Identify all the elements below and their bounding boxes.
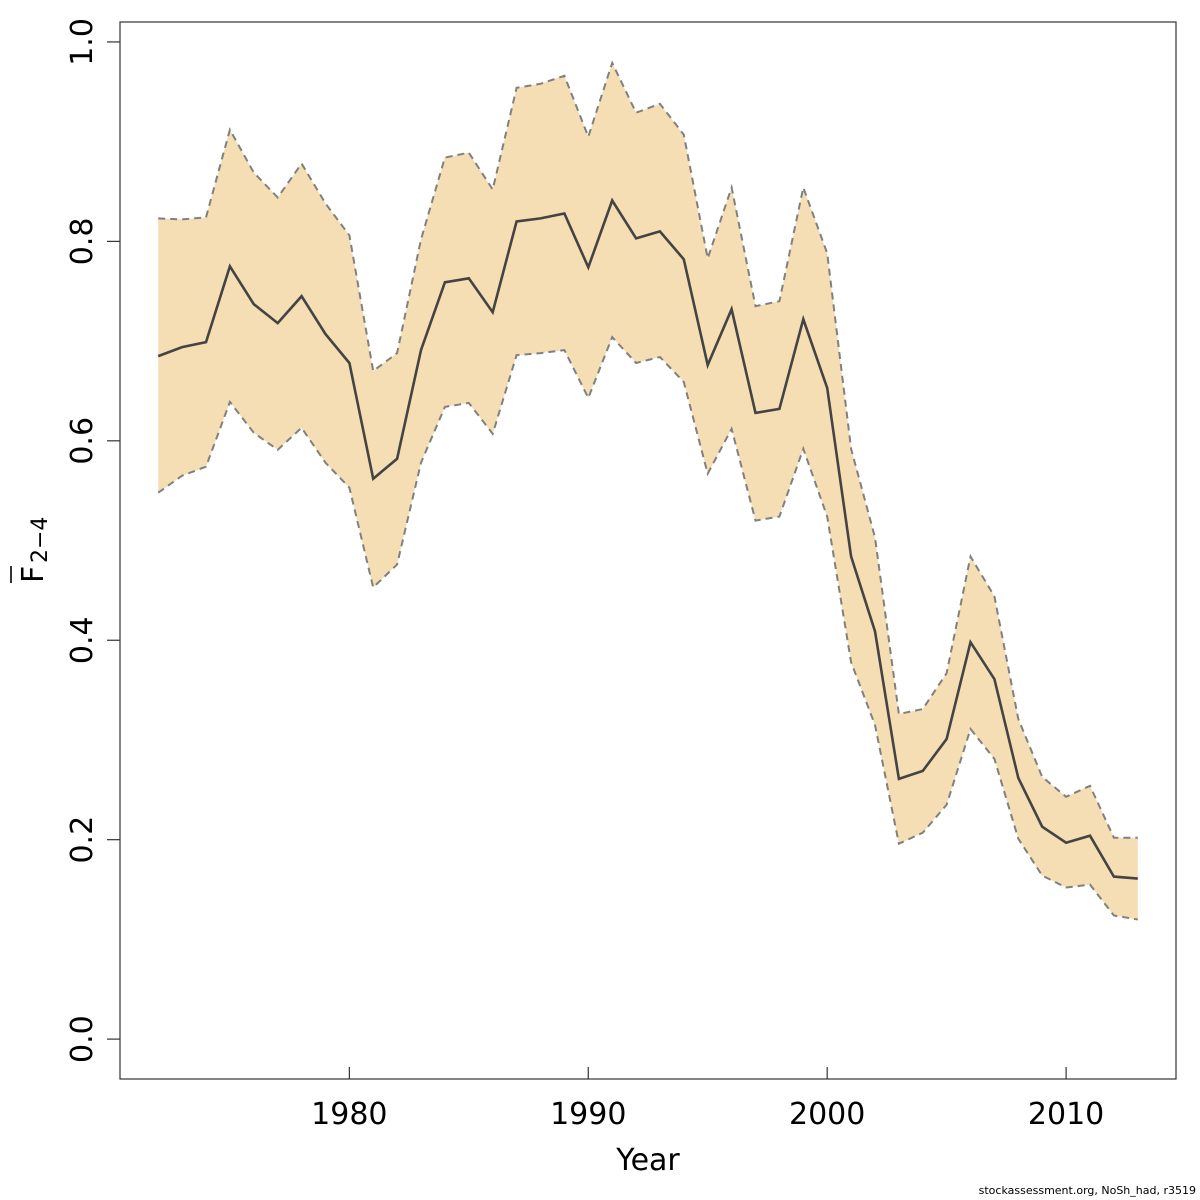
x-tick-label: 1990 — [550, 1097, 626, 1132]
y-tick-label: 0.4 — [65, 616, 100, 664]
upper-bound-line — [158, 60, 1138, 839]
y-tick-label: 0.6 — [65, 417, 100, 465]
y-axis: 0.0 0.2 0.4 0.6 0.8 1.0 — [65, 18, 120, 1063]
plot-frame — [119, 21, 1177, 1080]
y-tick-label: 0.2 — [65, 816, 100, 864]
x-tick-label: 2010 — [1028, 1097, 1104, 1132]
estimate-line — [157, 197, 1138, 880]
y-tick-label: 1.0 — [65, 18, 100, 66]
credit-text: stockassessment.org, NoSh_had, r3519 — [978, 1184, 1196, 1197]
x-axis: 1980 1990 2000 2010 — [311, 1067, 1104, 1132]
y-tick-label: 0.8 — [65, 218, 100, 266]
y-axis-title-main: F — [16, 566, 51, 583]
y-axis-title: F 2−4 — [10, 517, 53, 583]
y-tick-label: 0.0 — [65, 1015, 100, 1063]
x-axis-title: Year — [615, 1143, 680, 1178]
line-layer — [157, 60, 1138, 921]
y-axis-title-subscript: 2−4 — [28, 517, 53, 563]
x-tick-label: 1980 — [311, 1097, 387, 1132]
confidence-band-layer — [158, 62, 1138, 920]
lower-bound-line — [157, 335, 1138, 921]
x-tick-label: 2000 — [789, 1097, 865, 1132]
confidence-band — [158, 62, 1138, 920]
